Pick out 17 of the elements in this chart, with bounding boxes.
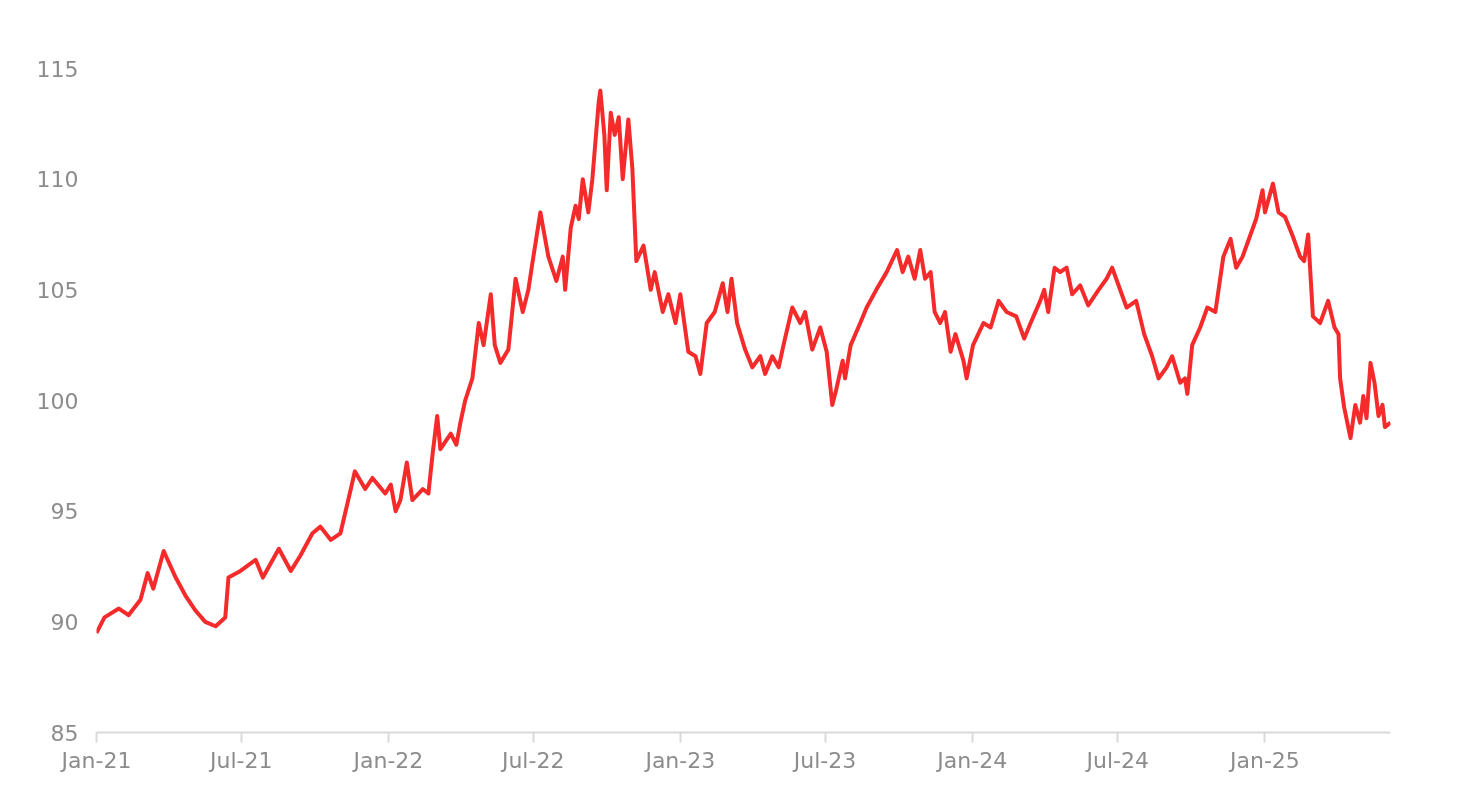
y-tick-label: 90: [50, 609, 79, 635]
x-tick-label: Jul-22: [499, 747, 565, 773]
y-tick-label: 100: [36, 388, 79, 414]
y-tick-label: 110: [36, 167, 79, 193]
x-tick-label: Jul-24: [1084, 747, 1150, 773]
y-tick-label: 85: [50, 720, 79, 746]
y-tick-label: 115: [36, 56, 79, 82]
x-tick-label: Jul-23: [791, 747, 857, 773]
line-series: [96, 88, 1391, 635]
x-tick-label: Jan-24: [935, 747, 1008, 773]
y-tick-label: 95: [50, 499, 79, 525]
x-tick-label: Jan-21: [59, 747, 132, 773]
x-tick-label: Jan-25: [1228, 747, 1300, 773]
x-tick-label: Jan-23: [643, 747, 716, 773]
x-tick-label: Jul-21: [208, 747, 273, 773]
y-tick-label: 105: [36, 277, 79, 303]
x-tick-label: Jan-22: [351, 747, 424, 773]
